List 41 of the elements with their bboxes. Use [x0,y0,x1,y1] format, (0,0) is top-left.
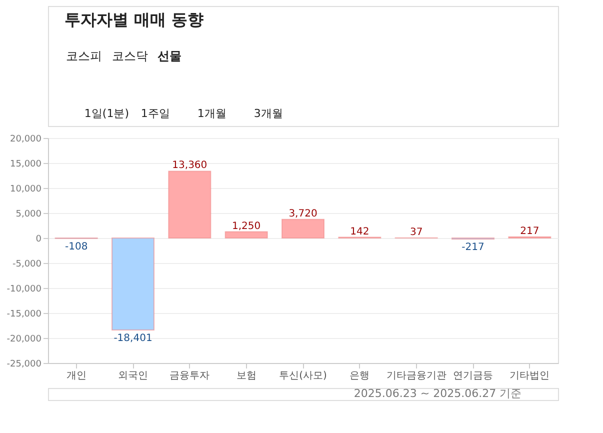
y-tick-label: 15,000 [10,160,42,170]
data-label: -18,401 [114,333,152,344]
text: 1일(1분) [84,107,130,120]
data-label: -108 [64,242,88,253]
bar [112,238,154,331]
text: 선물 [157,49,182,63]
x-tick-label: 외국인 [118,370,148,382]
y-tick-label: 20,000 [10,134,42,144]
x-tick-label: 기타법인 [510,370,550,382]
x-tick-label: 금융투자 [170,370,210,382]
y-tick-label: -25,000 [6,360,42,370]
x-tick-label: 투신(사모) [279,370,327,382]
chart-title: 투자자별 매매 동향 [64,10,204,29]
data-label: 217 [520,226,540,237]
text: 3개월 [254,107,283,120]
x-tick-label: 기타금융기관 [386,370,446,382]
y-tick-label: -5,000 [12,260,42,270]
y-tick-label: 5,000 [16,210,42,220]
text: 1개월 [197,107,226,120]
x-tick-label: 은행 [350,370,370,382]
y-tick-label: -20,000 [6,334,42,344]
text: 1주일 [140,107,170,120]
text: 2025.06.23 ~ 2025.06.27 기준 [354,387,522,400]
data-label: 1,250 [232,220,261,232]
data-label: 37 [410,226,423,238]
data-label: -217 [462,242,484,254]
data-label: 142 [350,226,370,238]
x-tick-label: 개인 [66,370,86,382]
bar [224,231,268,238]
y-tick-label: -10,000 [6,284,42,294]
bar [168,170,212,238]
data-label: 13,360 [172,160,208,172]
y-tick-label: 10,000 [10,184,42,194]
y-tick-label: 0 [36,234,42,244]
y-tick-label: -15,000 [6,310,42,320]
x-tick-label: 연기금등 [453,370,493,382]
bar [282,218,324,238]
data-label: 3,720 [288,208,318,220]
text: 코스피 [66,49,102,63]
x-tick-label: 보험 [236,370,256,382]
text: 코스닥 [112,49,148,63]
